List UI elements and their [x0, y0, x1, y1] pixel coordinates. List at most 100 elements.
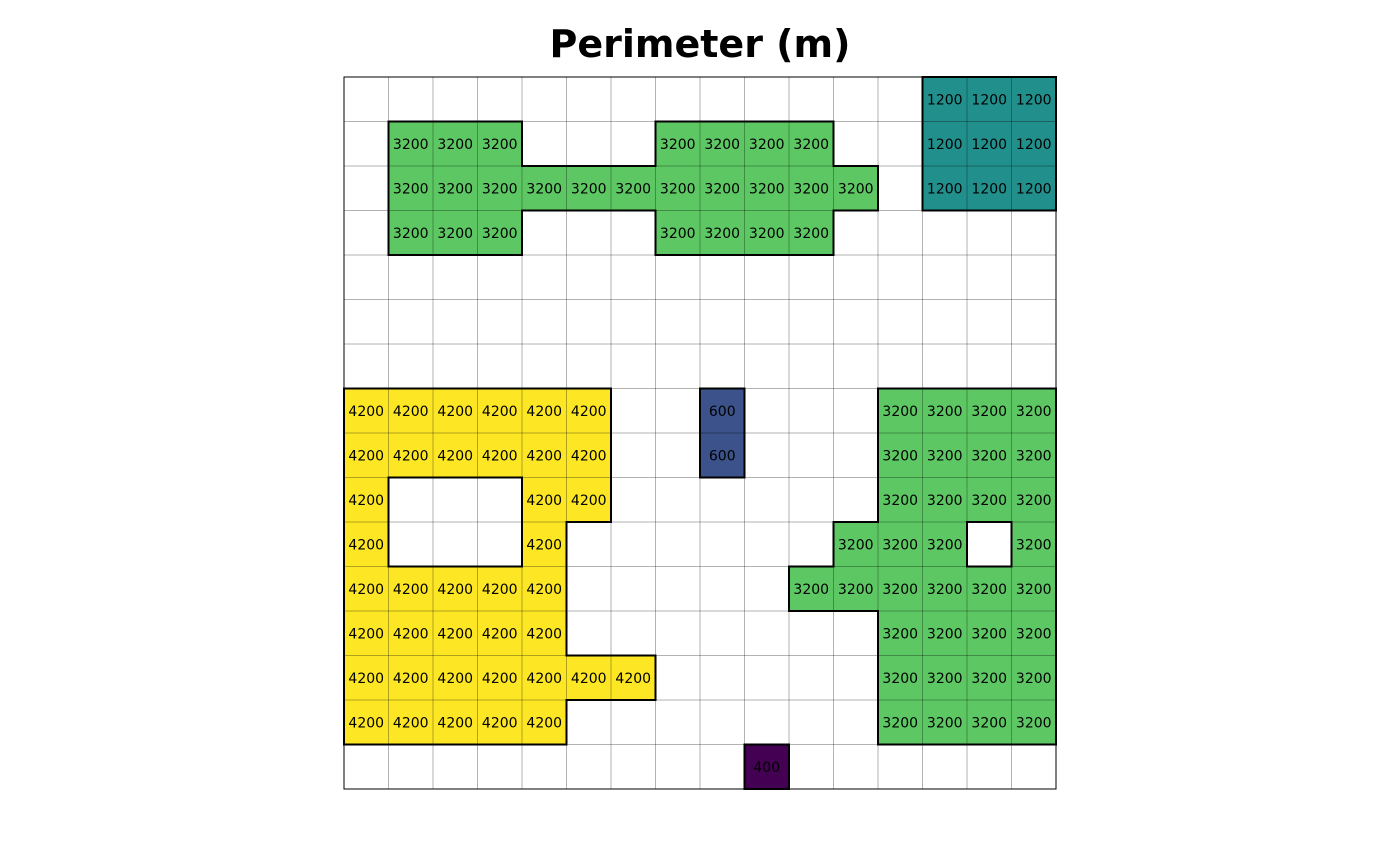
grid-cell [878, 655, 923, 700]
grid-cell [878, 255, 923, 300]
cell-value-label: 1200 [1016, 137, 1052, 153]
cell-value-label: 600 [709, 404, 736, 420]
grid-cell [611, 166, 656, 211]
grid-cell [878, 611, 923, 656]
grid-cell [878, 388, 923, 433]
grid-cell [655, 388, 700, 433]
grid-cell [433, 611, 478, 656]
grid-cell [566, 210, 611, 255]
cell-value-label: 3200 [482, 137, 518, 153]
cell-value-label: 4200 [482, 671, 518, 687]
cell-value-label: 3200 [971, 671, 1007, 687]
grid-cell [522, 744, 567, 789]
cell-value-label: 3200 [882, 448, 918, 464]
grid-cell [700, 522, 745, 567]
grid-cell [789, 477, 834, 522]
grid-cell [922, 166, 967, 211]
cell-value-label: 4200 [393, 448, 429, 464]
grid-cell [655, 700, 700, 745]
grid-cell [1011, 344, 1056, 389]
cell-value-label: 4200 [482, 582, 518, 598]
cell-value-label: 3200 [971, 448, 1007, 464]
grid-cell [655, 121, 700, 166]
grid-cell [922, 477, 967, 522]
grid-cell [344, 655, 389, 700]
grid-cell [388, 299, 433, 344]
grid-cell [967, 210, 1012, 255]
grid-cell [566, 744, 611, 789]
grid-cell [744, 522, 789, 567]
grid-cell [967, 166, 1012, 211]
grid-cell [344, 611, 389, 656]
grid-cell [1011, 655, 1056, 700]
cell-value-label: 3200 [1016, 671, 1052, 687]
cell-value-label: 4200 [393, 404, 429, 420]
grid-cell [922, 255, 967, 300]
grid-cell [522, 522, 567, 567]
grid-cell [789, 166, 834, 211]
grid-cell [433, 477, 478, 522]
grid-cell [477, 210, 522, 255]
cell-value-label: 3200 [437, 226, 473, 242]
cell-value-label: 4200 [526, 626, 562, 642]
grid-cell [566, 121, 611, 166]
grid-cell [655, 433, 700, 478]
cell-value-label: 3200 [1016, 715, 1052, 731]
grid-cell [922, 121, 967, 166]
grid-cell [1011, 522, 1056, 567]
grid-cell [1011, 77, 1056, 122]
grid-cell [700, 166, 745, 211]
grid-cell [477, 477, 522, 522]
grid-cell [566, 433, 611, 478]
grid-cell [611, 299, 656, 344]
grid-cell [655, 210, 700, 255]
cell-value-label: 1200 [927, 181, 963, 197]
cell-value-label: 3200 [793, 181, 829, 197]
grid-cell [878, 77, 923, 122]
cell-value-label: 3200 [793, 582, 829, 598]
cell-value-label: 3200 [1016, 626, 1052, 642]
cell-value-label: 3200 [704, 181, 740, 197]
grid-cell [1011, 210, 1056, 255]
cell-value-label: 3200 [927, 582, 963, 598]
grid-cell [833, 566, 878, 611]
grid-cell [833, 388, 878, 433]
grid-cell [922, 522, 967, 567]
grid-cell [388, 344, 433, 389]
grid-cell [1011, 166, 1056, 211]
cell-value-label: 3200 [571, 181, 607, 197]
cell-value-label: 3200 [882, 404, 918, 420]
cell-value-label: 4200 [526, 404, 562, 420]
grid-cell [344, 344, 389, 389]
grid-cell [744, 299, 789, 344]
grid-cell [655, 744, 700, 789]
cell-value-label: 3200 [437, 181, 473, 197]
grid-cell [833, 77, 878, 122]
cell-value-label: 600 [709, 448, 736, 464]
grid-cell [967, 121, 1012, 166]
cell-value-label: 4200 [526, 582, 562, 598]
grid-cell [611, 121, 656, 166]
grid-cell [1011, 611, 1056, 656]
grid-cell [433, 121, 478, 166]
grid-cell [655, 655, 700, 700]
grid-cell [744, 477, 789, 522]
grid-cell [388, 166, 433, 211]
grid-cell [789, 121, 834, 166]
grid-cell [655, 255, 700, 300]
grid-cell [878, 166, 923, 211]
cell-value-label: 1200 [971, 137, 1007, 153]
grid-cell [655, 477, 700, 522]
cell-value-label: 4200 [526, 671, 562, 687]
grid-cell [833, 210, 878, 255]
grid-cell [522, 477, 567, 522]
grid-cell [566, 611, 611, 656]
cell-value-label: 4200 [437, 715, 473, 731]
cell-value-label: 400 [753, 760, 780, 776]
cell-value-label: 3200 [971, 404, 1007, 420]
grid-cell [967, 388, 1012, 433]
grid-cell [566, 477, 611, 522]
grid-cell [522, 210, 567, 255]
cell-value-label: 4200 [482, 626, 518, 642]
cell-value-label: 4200 [437, 582, 473, 598]
